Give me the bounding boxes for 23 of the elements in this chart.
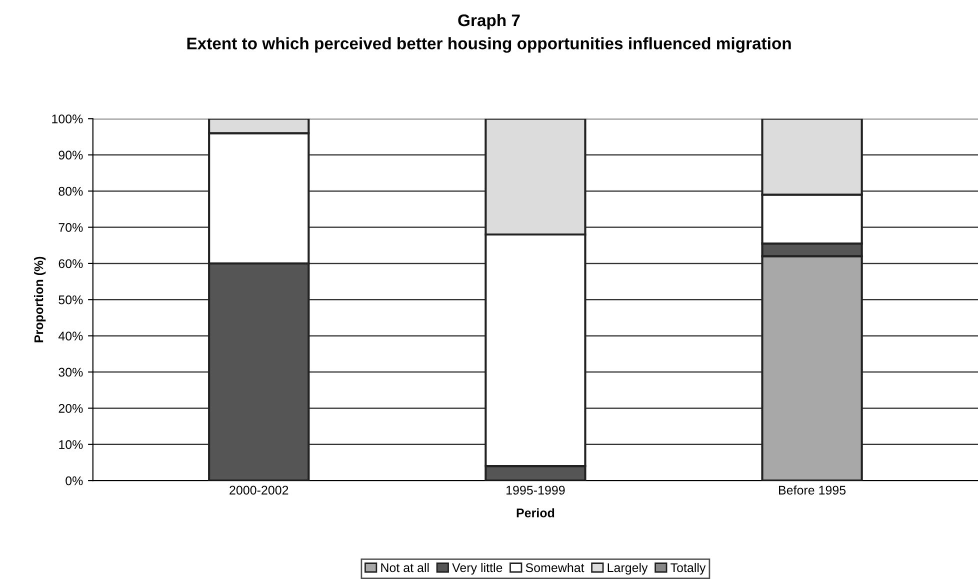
legend-label: Not at all <box>381 562 429 572</box>
y-tick-label: 80% <box>58 186 83 196</box>
x-tick-label: Before 1995 <box>779 485 846 495</box>
y-tick-label: 10% <box>59 440 83 450</box>
y-tick-label: 60% <box>58 259 83 268</box>
chart-subtitle: Extent to which perceived better housing opportunities influenced migration <box>187 37 791 53</box>
y-tick-label: 20% <box>58 404 83 413</box>
chart-title: Graph 7 <box>458 14 520 30</box>
y-tick-label: 30% <box>58 368 83 377</box>
x-axis-title: Period <box>516 508 554 518</box>
legend-label: Very little <box>452 562 502 575</box>
x-tick-label: 1995-1999 <box>506 486 565 495</box>
legend-label: Largely <box>608 562 648 575</box>
x-tick-label: 2000-2002 <box>230 486 288 495</box>
legend-label: Somewhat <box>526 562 584 572</box>
y-tick-label: 100% <box>52 114 83 124</box>
y-tick-label: 0% <box>66 476 83 486</box>
y-tick-label: 50% <box>58 295 83 304</box>
y-axis-title: Proportion (%) <box>34 256 46 342</box>
y-tick-label: 70% <box>58 223 83 232</box>
legend-label: Totally <box>670 562 706 575</box>
y-tick-label: 90% <box>58 150 83 160</box>
y-tick-label: 40% <box>58 332 83 340</box>
